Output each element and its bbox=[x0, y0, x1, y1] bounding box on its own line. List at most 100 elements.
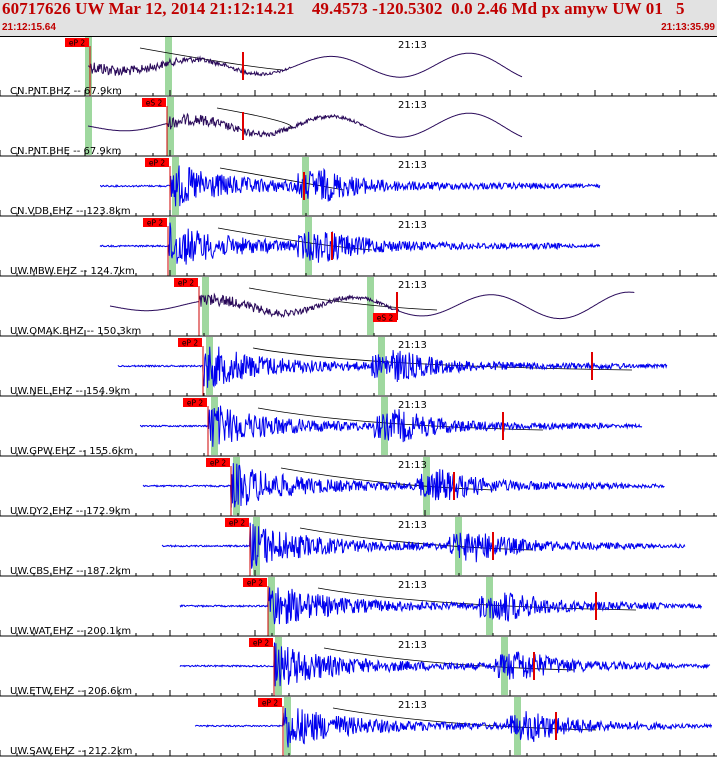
trace-panel-pnt-bhz: eP 2 21:13 CN.PNT.BHZ -- 67.9km bbox=[0, 37, 717, 97]
pick-label: eP 2 bbox=[249, 638, 273, 648]
pick-label-bg bbox=[225, 518, 249, 527]
waveform bbox=[100, 165, 601, 207]
pick-label: eP 2 bbox=[178, 338, 202, 348]
pick-label-bg bbox=[65, 38, 89, 47]
pick-label-bg bbox=[258, 698, 282, 707]
pick-label: eP 2 bbox=[183, 398, 207, 408]
trace-panel-nel-ehz: eP 2 21:13 UW.NEL.EHZ -- 154.9km bbox=[0, 337, 717, 397]
pick-label-bg bbox=[373, 313, 397, 322]
pick-label-text: eS 2 bbox=[377, 314, 394, 323]
start-time: 21:12:15.64 bbox=[2, 22, 56, 33]
trace-panel-saw-ehz: eP 2 21:13 UW.SAW.EHZ -- 212.2km bbox=[0, 697, 717, 757]
event-title: 60717626 UW Mar 12, 2014 21:12:14.21 49.… bbox=[2, 0, 685, 18]
time-marker-label: 21:13 bbox=[398, 160, 427, 171]
travel-time-curve bbox=[216, 107, 292, 131]
trace-panel-omak-bhz: eP 2 eS 2 21:13 UW.OMAK.BHZ -- 150.3km bbox=[0, 277, 717, 337]
pick-label: eP 2 bbox=[243, 578, 267, 588]
waveform bbox=[161, 522, 686, 569]
time-marker-label: 21:13 bbox=[398, 460, 427, 471]
time-marker-label: 21:13 bbox=[398, 520, 427, 531]
pick-label-bg bbox=[174, 278, 198, 287]
waveform bbox=[109, 291, 635, 320]
pick-label: eP 2 bbox=[206, 458, 230, 468]
pick-label-bg bbox=[142, 98, 166, 107]
time-marker-label: 21:13 bbox=[398, 220, 427, 231]
time-marker-label: 21:13 bbox=[398, 700, 427, 711]
pick-label-text: eP 2 bbox=[262, 699, 279, 708]
end-time: 21:13:35.99 bbox=[661, 22, 715, 33]
pick-label: eP 2 bbox=[225, 518, 249, 528]
channel-label: UW.WAT.EHZ -- 200.1km bbox=[10, 626, 131, 637]
pick-label-bg bbox=[183, 398, 207, 407]
time-marker-label: 21:13 bbox=[398, 580, 427, 591]
trace-panel-etw-ehz: eP 2 21:13 UW.ETW.EHZ -- 206.6km bbox=[0, 637, 717, 697]
trace-panel-pnt-bhe: eS 2 21:13 CN.PNT.BHE -- 67.9km bbox=[0, 97, 717, 157]
pick-label-text: eP 2 bbox=[178, 279, 195, 288]
p-arrival-band bbox=[211, 397, 218, 455]
pick-label-bg bbox=[243, 578, 267, 587]
pick-label-bg bbox=[206, 458, 230, 467]
pick-label-text: eS 2 bbox=[146, 99, 163, 108]
travel-time-curve bbox=[219, 167, 345, 191]
s-arrival-band bbox=[378, 337, 385, 395]
channel-label: UW.OMAK.BHZ -- 150.3km bbox=[10, 326, 141, 337]
pick-label-text: eP 2 bbox=[210, 459, 227, 468]
s-arrival-band bbox=[165, 37, 172, 95]
pick-label-text: eP 2 bbox=[229, 519, 246, 528]
seismogram-plot[interactable]: eP 2 21:13 CN.PNT.BHZ -- 67.9km eS 2 21:13 CN… bbox=[0, 36, 717, 758]
p-arrival-band bbox=[169, 217, 176, 275]
channel-label: UW.SAW.EHZ -- 212.2km bbox=[10, 746, 132, 757]
pick-label-text: eP 2 bbox=[147, 219, 164, 228]
channel-label: CN.PNT.BHZ -- 67.9km bbox=[10, 86, 122, 97]
travel-time-curve bbox=[217, 227, 373, 251]
travel-time-curve bbox=[248, 287, 438, 311]
pick-label-text: eP 2 bbox=[247, 579, 264, 588]
waveform bbox=[87, 52, 523, 78]
waveform bbox=[179, 587, 702, 625]
p-arrival-band bbox=[275, 637, 282, 695]
trace-panel-wat-ehz: eP 2 21:13 UW.WAT.EHZ -- 200.1km bbox=[0, 577, 717, 637]
channel-label: UW.NEL.EHZ -- 154.9km bbox=[10, 386, 130, 397]
waveform bbox=[194, 707, 713, 748]
waveform bbox=[179, 642, 711, 687]
pick-label: eP 2 bbox=[143, 218, 167, 228]
waveform bbox=[142, 463, 665, 508]
p-arrival-band bbox=[202, 277, 209, 335]
p-arrival-band bbox=[268, 577, 275, 635]
time-marker-label: 21:13 bbox=[398, 640, 427, 651]
pick-label: eP 2 bbox=[174, 278, 198, 288]
trace-panel-vdb-ehz: eP 2 21:13 CN.VDB.EHZ -- 123.8km bbox=[0, 157, 717, 217]
pick-label-text: eP 2 bbox=[182, 339, 199, 348]
pick-label: eP 2 bbox=[258, 698, 282, 708]
pick-label-bg bbox=[145, 158, 169, 167]
channel-label: UW.ETW.EHZ -- 206.6km bbox=[10, 686, 132, 697]
channel-label: UW.GPW.EHZ -- 155.6km bbox=[10, 446, 133, 457]
trace-panel-mbw-ehz: eP 2 21:13 UW.MBW.EHZ -- 124.7km bbox=[0, 217, 717, 277]
trace-panel-cbs-ehz: eP 2 21:13 UW.CBS.EHZ -- 187.2km bbox=[0, 517, 717, 577]
time-marker-label: 21:13 bbox=[398, 340, 427, 351]
time-marker-label: 21:13 bbox=[398, 40, 427, 51]
pick-label-bg bbox=[143, 218, 167, 227]
waveform bbox=[139, 405, 643, 447]
waveform bbox=[117, 346, 668, 388]
pick-label: eP 2 bbox=[65, 38, 89, 48]
channel-label: UW.DY2.EHZ -- 172.9km bbox=[10, 506, 130, 517]
time-marker-label: 21:13 bbox=[398, 100, 427, 111]
trace-panel-gpw-ehz: eP 2 21:13 UW.GPW.EHZ -- 155.6km bbox=[0, 397, 717, 457]
waveform bbox=[99, 222, 601, 265]
header-bar bbox=[0, 0, 717, 36]
waveform bbox=[87, 112, 523, 138]
channel-label: UW.MBW.EHZ -- 124.7km bbox=[10, 266, 135, 277]
pick-label: eS 2 bbox=[373, 313, 397, 323]
travel-time-curve bbox=[323, 647, 575, 671]
travel-time-curve bbox=[139, 47, 284, 71]
pick-label-text: eP 2 bbox=[69, 39, 86, 48]
pick-label-text: eP 2 bbox=[149, 159, 166, 168]
pick-label-bg bbox=[249, 638, 273, 647]
p-arrival-band bbox=[253, 517, 260, 575]
pick-label: eP 2 bbox=[145, 158, 169, 168]
channel-label: CN.VDB.EHZ -- 123.8km bbox=[10, 206, 131, 217]
pick-label: eS 2 bbox=[142, 98, 166, 108]
trace-panel-dy2-ehz: eP 2 21:13 UW.DY2.EHZ -- 172.9km bbox=[0, 457, 717, 517]
